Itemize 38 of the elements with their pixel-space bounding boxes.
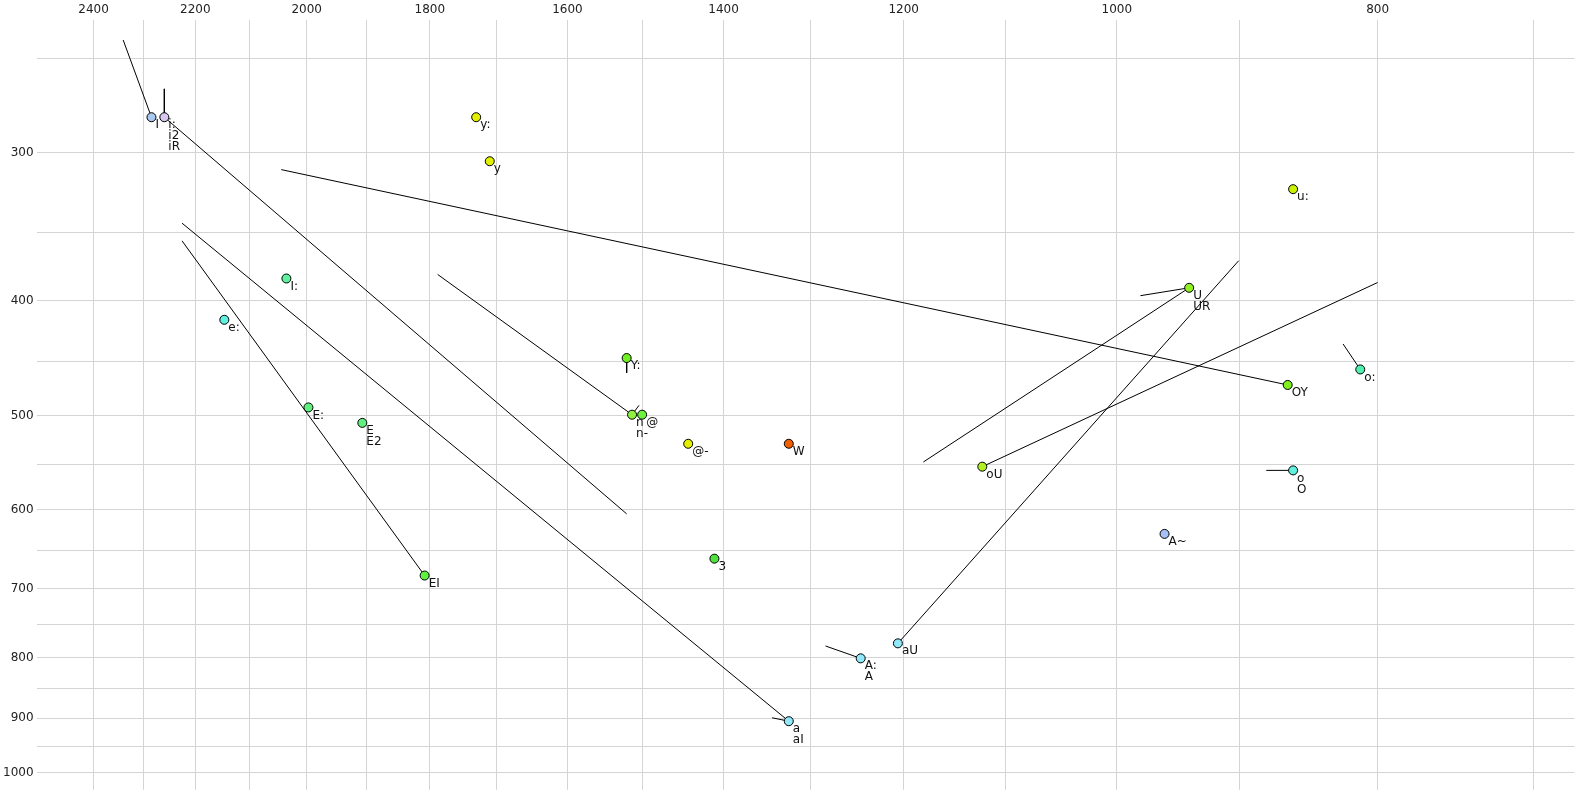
annotation: I xyxy=(155,117,160,132)
annotation: W xyxy=(792,443,805,458)
annotation: EI xyxy=(428,575,440,590)
x-tick-label: 2400 xyxy=(78,2,109,17)
x-tick-label: 2000 xyxy=(291,2,322,17)
annotation: y: xyxy=(480,117,491,132)
x-tick-label: 1000 xyxy=(1101,2,1133,17)
annotation: o: xyxy=(1364,369,1376,384)
x-tick-label: 1800 xyxy=(414,2,446,17)
annotation: u: xyxy=(1297,189,1309,204)
annotation: y xyxy=(493,161,501,176)
annotation: @ xyxy=(646,414,659,429)
annotation: e: xyxy=(228,319,240,334)
y-tick-label: 600 xyxy=(10,501,34,516)
annotation: E: xyxy=(312,407,325,422)
annotation: A~ xyxy=(1168,534,1187,549)
x-tick-label: 1400 xyxy=(708,2,739,17)
annotation: 3 xyxy=(718,558,727,573)
annotation: I: xyxy=(290,278,298,293)
annotation: aU xyxy=(901,643,919,658)
annotation: @- xyxy=(692,443,709,458)
x-tick-label: 800 xyxy=(1366,2,1390,17)
y-tick-label: 300 xyxy=(10,144,34,159)
y-tick-label: 800 xyxy=(10,649,34,664)
y-tick-label: 1000 xyxy=(2,764,34,779)
y-tick-label: 500 xyxy=(10,407,34,422)
annotation: OY xyxy=(1291,385,1309,400)
x-tick-label: 1200 xyxy=(888,2,920,17)
annotation: A xyxy=(864,669,874,684)
annotation: E2 xyxy=(366,434,382,449)
annotation: Y: xyxy=(629,358,641,373)
y-tick-label: 700 xyxy=(10,581,34,596)
x-tick-label: 2200 xyxy=(179,2,211,17)
y-tick-label: 900 xyxy=(10,710,34,725)
y-tick-label: 400 xyxy=(10,292,34,307)
x-tick-label: 1600 xyxy=(552,2,583,17)
annotation: oU xyxy=(986,466,1003,481)
annotation: iR xyxy=(168,139,181,154)
